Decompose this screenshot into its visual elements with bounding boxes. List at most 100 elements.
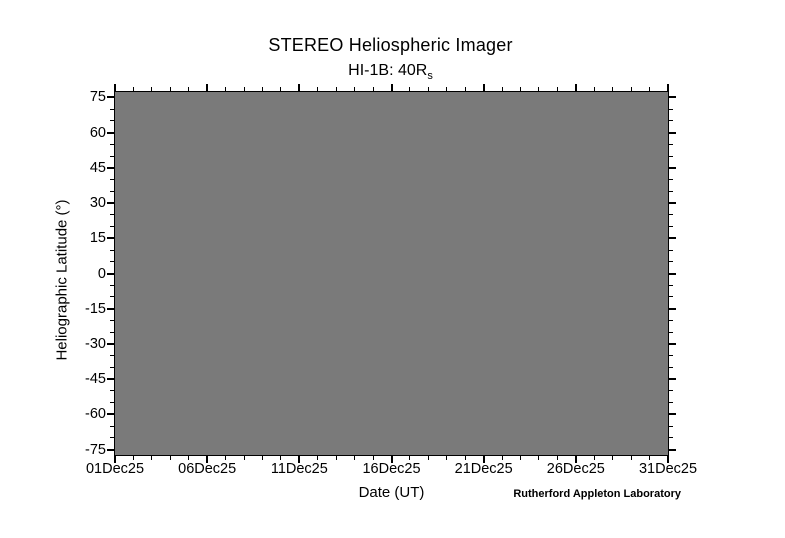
- y-tick-label: 15: [89, 230, 106, 247]
- chart-title: STEREO Heliospheric Imager: [268, 35, 513, 55]
- axis-tick: [669, 261, 673, 263]
- axis-tick: [669, 155, 673, 157]
- axis-tick: [669, 120, 673, 122]
- axis-tick: [669, 448, 676, 451]
- axis-tick: [669, 425, 673, 427]
- axis-tick: [110, 296, 114, 298]
- axis-tick: [110, 261, 114, 263]
- axis-tick: [593, 87, 595, 91]
- axis-tick: [612, 456, 614, 460]
- axis-tick: [446, 87, 448, 91]
- axis-tick: [188, 456, 190, 460]
- axis-tick: [110, 155, 114, 157]
- axis-tick: [669, 366, 673, 368]
- axis-tick: [669, 179, 673, 181]
- axis-tick: [110, 402, 114, 404]
- axis-tick: [538, 87, 540, 91]
- axis-tick: [372, 456, 374, 460]
- axis-tick: [520, 456, 522, 460]
- axis-tick: [225, 456, 227, 460]
- axis-tick: [132, 456, 134, 460]
- y-tick-label: 0: [97, 265, 106, 282]
- x-tick-label: 31Dec25: [638, 461, 698, 477]
- axis-tick: [169, 87, 171, 91]
- axis-tick: [317, 456, 319, 460]
- y-tick-label: -60: [85, 406, 106, 423]
- axis-tick: [669, 413, 676, 416]
- chart-subtitle-subscript: s: [427, 70, 433, 83]
- axis-tick: [107, 237, 114, 240]
- axis-tick: [409, 456, 411, 460]
- axis-tick: [669, 296, 673, 298]
- axis-tick: [107, 96, 114, 99]
- axis-tick: [669, 237, 676, 240]
- axis-tick: [107, 166, 114, 169]
- axis-tick: [110, 108, 114, 110]
- axis-tick: [110, 214, 114, 216]
- axis-tick: [669, 131, 676, 134]
- y-tick-label: -45: [85, 371, 106, 388]
- y-tick-label: -30: [85, 335, 106, 352]
- axis-tick: [335, 456, 337, 460]
- axis-tick: [261, 87, 263, 91]
- axis-tick: [110, 284, 114, 286]
- axis-tick: [107, 413, 114, 416]
- axis-tick: [114, 456, 116, 463]
- axis-tick: [114, 84, 116, 91]
- axis-tick: [501, 87, 503, 91]
- axis-tick: [225, 87, 227, 91]
- y-tick-label: -75: [85, 441, 106, 458]
- axis-tick: [669, 108, 673, 110]
- axis-tick: [669, 319, 673, 321]
- x-tick-label: 06Dec25: [178, 461, 237, 477]
- axis-tick: [335, 87, 337, 91]
- axis-tick: [107, 342, 114, 345]
- y-axis-label: Heliographic Latitude (°): [53, 199, 71, 361]
- axis-tick: [354, 456, 356, 460]
- axis-tick: [427, 87, 429, 91]
- x-axis-label: Date (UT): [358, 484, 425, 501]
- axis-tick: [280, 87, 282, 91]
- axis-tick: [110, 366, 114, 368]
- chart-subtitle-text: HI-1B: 40R: [348, 62, 428, 79]
- axis-tick: [372, 87, 374, 91]
- axis-tick: [669, 284, 673, 286]
- axis-tick: [110, 331, 114, 333]
- axis-tick: [110, 319, 114, 321]
- axis-tick: [390, 456, 393, 463]
- axis-tick: [669, 378, 676, 381]
- axis-tick: [669, 190, 673, 192]
- axis-tick: [132, 87, 134, 91]
- axis-tick: [110, 226, 114, 228]
- axis-tick: [669, 202, 676, 205]
- y-tick-label: 60: [89, 124, 106, 141]
- axis-tick: [110, 437, 114, 439]
- axis-tick: [110, 120, 114, 122]
- credit-text: Rutherford Appleton Laboratory: [513, 488, 681, 500]
- plot-area: [114, 91, 669, 456]
- axis-tick: [206, 456, 209, 463]
- axis-tick: [110, 179, 114, 181]
- y-tick-label: 75: [89, 89, 106, 106]
- axis-tick: [669, 226, 673, 228]
- axis-tick: [107, 378, 114, 381]
- x-tick-label: 01Dec25: [85, 461, 145, 477]
- axis-tick: [110, 425, 114, 427]
- axis-tick: [317, 87, 319, 91]
- axis-tick: [464, 456, 466, 460]
- axis-tick: [188, 87, 190, 91]
- axis-tick: [151, 456, 153, 460]
- axis-tick: [669, 143, 673, 145]
- axis-tick: [669, 166, 676, 169]
- chart-subtitle: HI-1B: 40Rs: [0, 62, 782, 82]
- axis-tick: [298, 84, 301, 91]
- axis-tick: [649, 87, 651, 91]
- axis-tick: [669, 272, 676, 275]
- axis-tick: [669, 249, 673, 251]
- axis-tick: [110, 143, 114, 145]
- axis-tick: [556, 87, 558, 91]
- axis-tick: [649, 456, 651, 460]
- axis-tick: [110, 390, 114, 392]
- axis-tick: [574, 84, 577, 91]
